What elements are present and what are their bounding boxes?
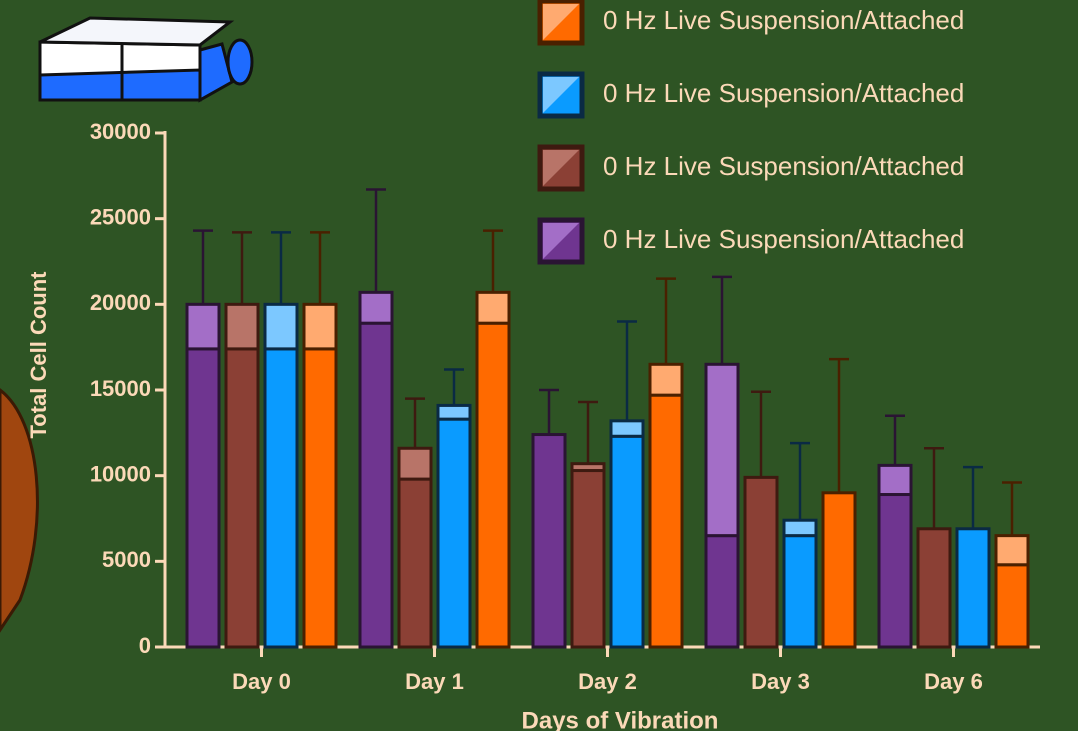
- error-bar: [310, 232, 330, 304]
- bar-segment: [265, 349, 297, 647]
- bar-segment: [650, 364, 682, 395]
- error-bar: [751, 392, 771, 478]
- error-bar: [656, 279, 676, 365]
- y-tick-label: 25000: [90, 204, 151, 229]
- bar-segment: [533, 435, 565, 647]
- bar-segment: [879, 465, 911, 494]
- bar-segment: [187, 349, 219, 647]
- bar-segment: [265, 304, 297, 349]
- error-bar: [617, 321, 637, 420]
- bar-segment: [957, 529, 989, 647]
- bar-segment: [572, 464, 604, 471]
- error-bar: [193, 231, 213, 305]
- legend-label: 0 Hz Live Suspension/Attached: [603, 224, 964, 254]
- bar-segment: [823, 493, 855, 647]
- bar-segment: [187, 304, 219, 349]
- bar-segment: [706, 536, 738, 647]
- bar-segment: [360, 323, 392, 647]
- bar-segment: [918, 529, 950, 647]
- error-bar: [232, 232, 252, 304]
- error-bar: [924, 448, 944, 529]
- bar-segment: [226, 349, 258, 647]
- bar-segment: [399, 448, 431, 479]
- bar-segment: [226, 304, 258, 349]
- error-bar: [829, 359, 849, 493]
- bar-segment: [572, 471, 604, 647]
- error-bar: [444, 369, 464, 405]
- y-tick-label: 20000: [90, 290, 151, 315]
- bar-segment: [304, 304, 336, 349]
- y-axis-label: Total Cell Count: [26, 271, 51, 439]
- flask-icon: [40, 18, 252, 100]
- bar-segment: [477, 292, 509, 323]
- y-tick-label: 0: [139, 633, 151, 658]
- chart: Total Cell Count Days of Vibration 0 5000…: [0, 0, 1078, 731]
- bar-segment: [304, 349, 336, 647]
- error-bar: [271, 232, 291, 304]
- bar-segment: [996, 565, 1028, 647]
- bar-segment: [477, 323, 509, 647]
- bar-segment: [611, 436, 643, 647]
- bar-segment: [784, 536, 816, 647]
- legend-label: 0 Hz Live Suspension/Attached: [603, 78, 964, 108]
- x-tick-label: Day 2: [578, 669, 637, 694]
- x-axis-label: Days of Vibration: [522, 707, 719, 731]
- error-bar: [963, 467, 983, 529]
- bar-segment: [650, 395, 682, 647]
- bar-segment: [745, 477, 777, 647]
- legend-label: 0 Hz Live Suspension/Attached: [603, 5, 964, 35]
- bar-segment: [784, 520, 816, 535]
- y-tick-label: 15000: [90, 376, 151, 401]
- bar-segment: [360, 292, 392, 323]
- y-tick-label: 5000: [102, 547, 151, 572]
- error-bar: [366, 190, 386, 293]
- bar-segment: [879, 495, 911, 647]
- error-bar: [885, 416, 905, 466]
- error-bar: [405, 399, 425, 449]
- y-tick-label: 30000: [90, 119, 151, 144]
- x-tick-label: Day 1: [405, 669, 464, 694]
- error-bar: [539, 390, 559, 435]
- bar-segment: [438, 405, 470, 419]
- x-tick-label: Day 0: [232, 669, 291, 694]
- error-bar: [483, 231, 503, 293]
- x-tick-label: Day 3: [751, 669, 810, 694]
- y-tick-label: 10000: [90, 461, 151, 486]
- error-bar: [712, 277, 732, 364]
- legend-label: 0 Hz Live Suspension/Attached: [603, 151, 964, 181]
- error-bar: [578, 402, 598, 464]
- bar-segment: [438, 419, 470, 647]
- bar-segment: [611, 421, 643, 436]
- x-tick-label: Day 6: [924, 669, 983, 694]
- error-bar: [790, 443, 810, 520]
- bar-segment: [399, 479, 431, 647]
- bar-segment: [706, 364, 738, 535]
- bar-segment: [996, 536, 1028, 565]
- error-bar: [1002, 483, 1022, 536]
